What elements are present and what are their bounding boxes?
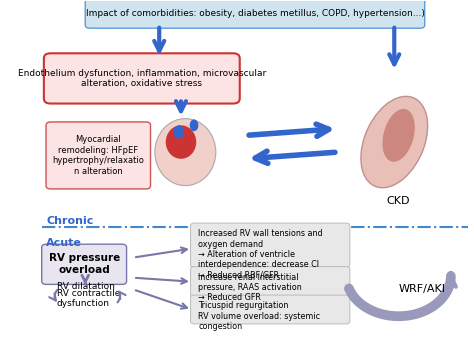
Text: Chronic: Chronic — [46, 216, 93, 226]
Text: RV dilatation: RV dilatation — [57, 283, 115, 291]
Text: Acute: Acute — [46, 238, 82, 248]
Text: Tricuspid regurgitation
RV volume overload: systemic
congestion: Tricuspid regurgitation RV volume overlo… — [199, 301, 320, 331]
Ellipse shape — [173, 125, 184, 139]
FancyBboxPatch shape — [42, 244, 127, 284]
Text: RV pressure
overload: RV pressure overload — [48, 254, 120, 275]
Text: Endothelium dysfunction, inflammation, microvascular
alteration, oxidative stres: Endothelium dysfunction, inflammation, m… — [18, 69, 266, 88]
Ellipse shape — [166, 125, 196, 159]
Text: Myocardial
remodeling: HFpEF
hypertrophy/relaxatio
n alteration: Myocardial remodeling: HFpEF hypertrophy… — [52, 135, 144, 175]
Text: Increased RV wall tensions and
oxygen demand
→ Alteration of ventricle
interdepe: Increased RV wall tensions and oxygen de… — [199, 229, 323, 280]
Text: WRF/AKI: WRF/AKI — [399, 285, 446, 294]
Ellipse shape — [190, 119, 199, 131]
FancyBboxPatch shape — [191, 267, 350, 297]
FancyBboxPatch shape — [46, 122, 151, 189]
FancyBboxPatch shape — [85, 0, 425, 28]
Text: CKD: CKD — [387, 195, 410, 206]
Text: RV contractile
dysfunction: RV contractile dysfunction — [57, 289, 120, 308]
FancyBboxPatch shape — [44, 53, 240, 104]
Ellipse shape — [361, 96, 428, 188]
Ellipse shape — [155, 119, 216, 186]
FancyBboxPatch shape — [191, 295, 350, 324]
FancyBboxPatch shape — [191, 223, 350, 267]
Text: Increase renal interstitial
pressure, RAAS activation
→ Reduced GFR: Increase renal interstitial pressure, RA… — [199, 273, 302, 303]
Ellipse shape — [383, 109, 415, 162]
Text: Impact of comorbidities: obesity, diabetes metillus, COPD, hypertension...): Impact of comorbidities: obesity, diabet… — [85, 8, 424, 18]
